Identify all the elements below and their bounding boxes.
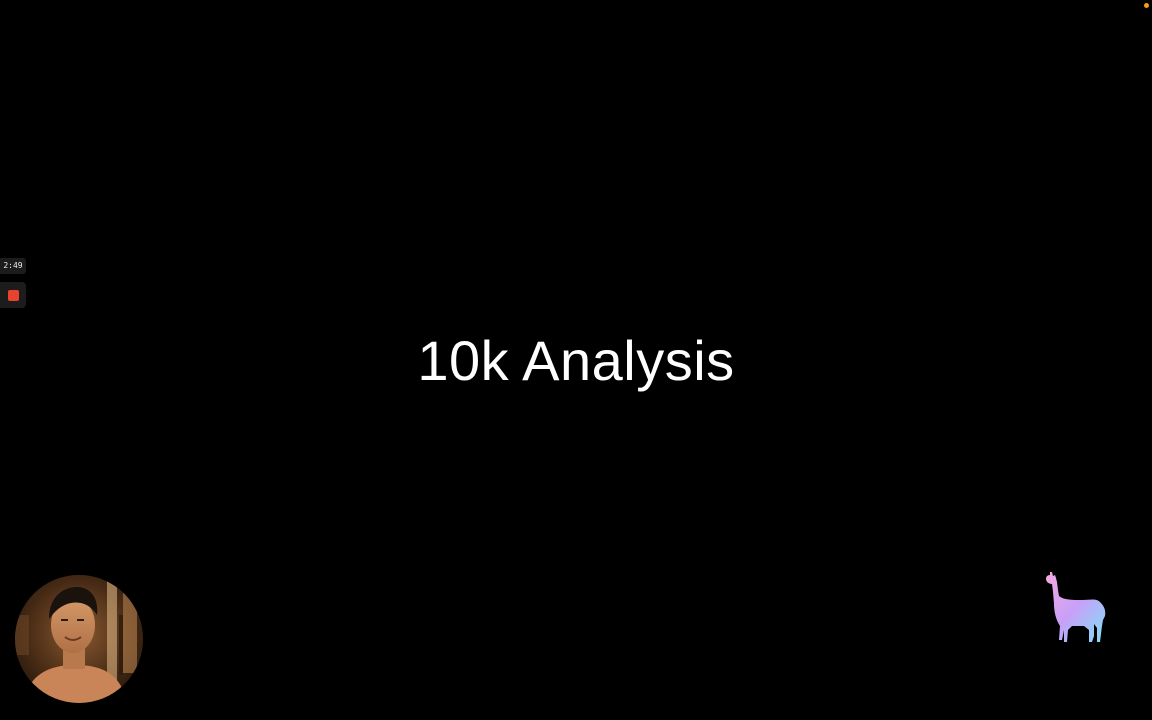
stop-recording-button[interactable] — [0, 282, 26, 308]
recording-timer: 2:49 — [0, 258, 26, 274]
slide-title: 10k Analysis — [417, 329, 735, 392]
webcam-bubble[interactable] — [15, 575, 143, 703]
screen-recorder-controls: 2:49 — [0, 258, 26, 308]
llama-icon — [1046, 572, 1106, 642]
stop-square-icon — [7, 289, 19, 301]
webcam-feed — [15, 575, 143, 703]
llama-logo — [1042, 570, 1108, 646]
recording-indicator-dot — [1144, 3, 1149, 8]
